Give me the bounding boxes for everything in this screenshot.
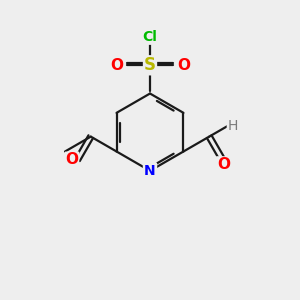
Text: O: O — [217, 157, 230, 172]
Text: H: H — [227, 119, 238, 133]
Text: S: S — [144, 56, 156, 74]
Text: N: N — [144, 164, 156, 178]
Text: O: O — [66, 152, 79, 167]
Text: O: O — [110, 58, 123, 73]
Text: Cl: Cl — [142, 30, 158, 44]
Text: O: O — [177, 58, 190, 73]
